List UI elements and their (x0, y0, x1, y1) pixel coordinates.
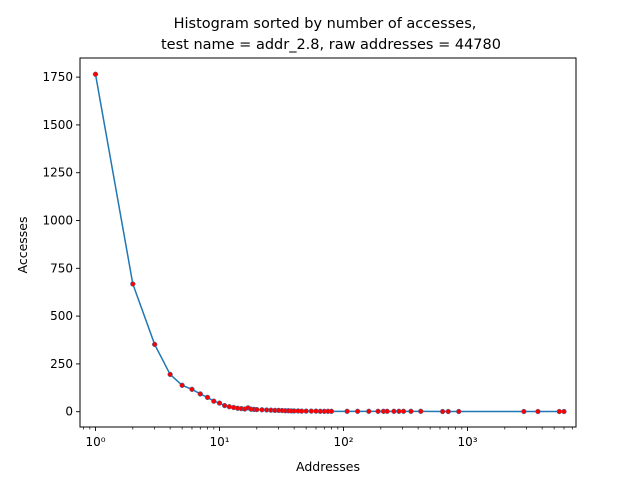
data-point (418, 408, 424, 414)
data-point (299, 408, 305, 414)
data-point (259, 407, 265, 413)
y-tick-label: 500 (50, 309, 73, 323)
y-axis-label: Accesses (15, 217, 30, 274)
data-point (366, 408, 372, 414)
data-point (216, 400, 223, 406)
data-point (226, 404, 232, 410)
data-point (254, 406, 260, 413)
plot-area: 0 250 500 750 1000 1250 1500 1750 10⁰ 10¹ 10² 10³ (42, 57, 577, 449)
data-point (92, 71, 99, 77)
data-point (204, 394, 211, 401)
series-line (94, 74, 564, 413)
data-point (384, 408, 390, 414)
data-point (211, 398, 217, 404)
data-point (130, 281, 136, 287)
x-tick-label: 10³ (457, 435, 477, 449)
y-tick-label: 750 (50, 261, 73, 275)
y-tick-label: 1750 (42, 70, 73, 84)
data-point (396, 408, 402, 414)
data-point (445, 408, 451, 415)
y-tick-label: 250 (50, 357, 73, 371)
data-point (400, 408, 407, 414)
data-point (167, 371, 173, 378)
data-point (308, 408, 314, 414)
data-point (561, 408, 567, 415)
data-point (439, 408, 446, 415)
data-point (197, 391, 203, 397)
chart-subtitle: test name = addr_2.8, raw addresses = 44… (161, 37, 501, 53)
data-point (408, 408, 414, 414)
data-point (456, 408, 462, 415)
chart-title: Histogram sorted by number of accesses, (174, 16, 477, 32)
data-point (303, 408, 309, 414)
data-point (535, 408, 541, 415)
y-tick-label: 1500 (42, 118, 73, 132)
y-tick-label: 1250 (42, 166, 73, 180)
x-tick-label: 10¹ (209, 435, 229, 449)
data-point (152, 341, 158, 348)
y-tick-label: 1000 (42, 214, 73, 228)
data-point (189, 386, 195, 392)
data-point (344, 408, 350, 414)
y-tick-label: 0 (65, 405, 73, 419)
x-tick-label: 10⁰ (85, 435, 105, 449)
x-tick-label: 10² (333, 435, 353, 449)
data-point (521, 408, 527, 415)
data-point (556, 408, 562, 415)
data-point (328, 408, 335, 414)
data-point (391, 408, 397, 414)
data-point (375, 408, 381, 414)
data-point (179, 382, 185, 388)
x-axis-label: Addresses (296, 459, 360, 474)
data-point (354, 408, 361, 414)
data-point (221, 402, 228, 409)
plot-frame (79, 57, 577, 428)
